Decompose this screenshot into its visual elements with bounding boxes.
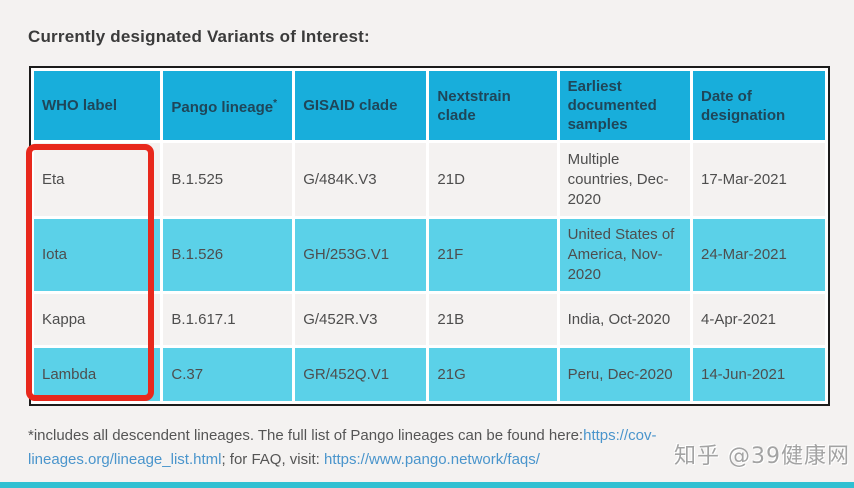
cov-lineages-link[interactable]: https://cov-lineages.org/lineage_list.ht… <box>28 427 657 468</box>
watermark: 知乎 @39健康网 <box>674 444 850 469</box>
cell-gisaid-clade: G/452R.V3 <box>292 291 430 348</box>
cell-nextstrain-clade: 21G <box>426 345 560 404</box>
footnote-asterisk: * <box>273 98 278 109</box>
cell-earliest-samples: United States of America, Nov-2020 <box>556 216 693 294</box>
column-header-label: Earliest documented samples <box>567 78 657 133</box>
table-row: Eta B.1.525 G/484K.V3 21D Multiple count… <box>30 140 829 219</box>
variants-table: WHO label Pango lineage* GISAID clade Ne… <box>30 68 829 404</box>
cell-pango-lineage: C.37 <box>160 345 296 404</box>
column-header-who-label: WHO label <box>30 68 164 143</box>
pango-faq-link[interactable]: https://www.pango.network/faqs/ <box>323 451 540 468</box>
cell-who-label: Kappa <box>30 291 164 348</box>
bottom-bar <box>0 482 854 488</box>
cell-nextstrain-clade: 21D <box>426 140 560 219</box>
cell-earliest-samples: India, Oct-2020 <box>556 291 693 348</box>
cell-pango-lineage: B.1.526 <box>160 216 296 294</box>
cell-gisaid-clade: GR/452Q.V1 <box>292 345 430 404</box>
column-header-earliest-samples: Earliest documented samples <box>556 68 693 143</box>
cell-gisaid-clade: GH/253G.V1 <box>292 216 430 294</box>
table-header-row: WHO label Pango lineage* GISAID clade Ne… <box>30 68 829 143</box>
cell-date-of-designation: 14-Jun-2021 <box>689 345 829 404</box>
column-header-label: Nextstrain clade <box>437 87 511 124</box>
cell-pango-lineage: B.1.617.1 <box>160 291 296 348</box>
cell-date-of-designation: 24-Mar-2021 <box>689 216 829 294</box>
footnote-text-mid: ; for FAQ, visit: <box>221 451 324 468</box>
column-header-date-of-designation: Date of designation <box>689 68 829 143</box>
cell-pango-lineage: B.1.525 <box>160 140 296 219</box>
table-row: Lambda C.37 GR/452Q.V1 21G Peru, Dec-202… <box>30 345 829 404</box>
column-header-nextstrain-clade: Nextstrain clade <box>426 68 560 143</box>
cell-gisaid-clade: G/484K.V3 <box>292 140 430 219</box>
footnote: *includes all descendent lineages. The f… <box>28 424 733 472</box>
cell-nextstrain-clade: 21B <box>426 291 560 348</box>
cell-who-label: Eta <box>30 140 164 219</box>
cell-date-of-designation: 4-Apr-2021 <box>689 291 829 348</box>
cell-earliest-samples: Peru, Dec-2020 <box>556 345 693 404</box>
column-header-pango-lineage: Pango lineage* <box>160 68 296 143</box>
variants-table-container: WHO label Pango lineage* GISAID clade Ne… <box>29 66 830 406</box>
table-row: Iota B.1.526 GH/253G.V1 21F United State… <box>30 216 829 294</box>
section-title: Currently designated Variants of Interes… <box>28 27 370 46</box>
column-header-gisaid-clade: GISAID clade <box>292 68 430 143</box>
column-header-label: Date of designation <box>700 87 786 124</box>
column-header-label: WHO label <box>42 97 118 114</box>
footnote-text: *includes all descendent lineages. The f… <box>28 427 584 444</box>
table-row: Kappa B.1.617.1 G/452R.V3 21B India, Oct… <box>30 291 829 348</box>
cell-who-label: Lambda <box>30 345 164 404</box>
cell-date-of-designation: 17-Mar-2021 <box>689 140 829 219</box>
column-header-label: Pango lineage <box>171 99 274 116</box>
cell-earliest-samples: Multiple countries, Dec-2020 <box>556 140 693 219</box>
column-header-label: GISAID clade <box>303 97 398 114</box>
cell-nextstrain-clade: 21F <box>426 216 560 294</box>
cell-who-label: Iota <box>30 216 164 294</box>
